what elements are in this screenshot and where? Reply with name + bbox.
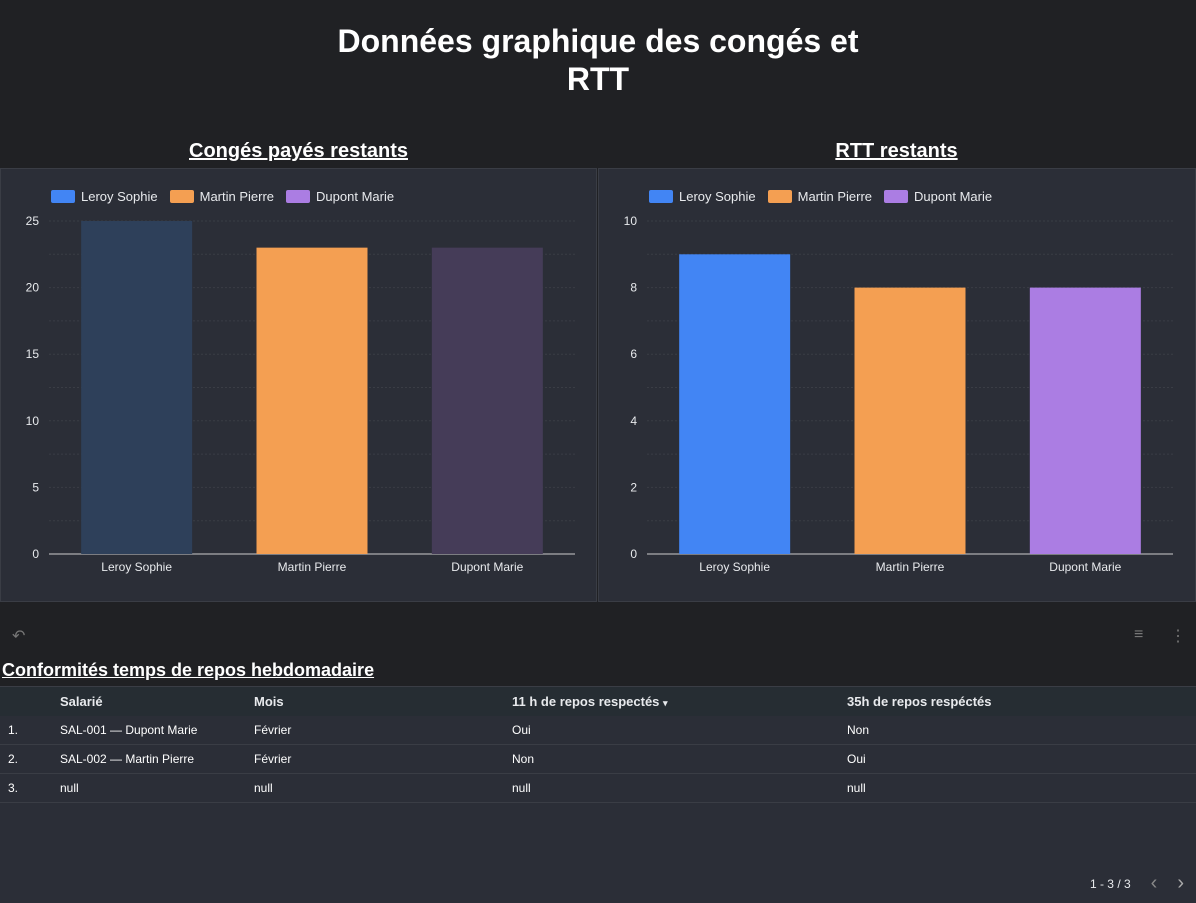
- chart-title-rtt: RTT restants: [835, 140, 958, 162]
- x-tick-label: Leroy Sophie: [101, 560, 172, 574]
- table-cell: null: [254, 773, 512, 803]
- table-title: Conformités temps de repos hebdomadaire: [2, 660, 375, 680]
- legend-item[interactable]: Leroy Sophie: [51, 189, 158, 204]
- y-tick-label: 10: [26, 414, 40, 428]
- bar[interactable]: [679, 254, 791, 555]
- bar[interactable]: [1029, 287, 1141, 554]
- y-tick-label: 25: [26, 214, 40, 228]
- x-tick-label: Dupont Marie: [1049, 560, 1121, 574]
- table-cell: Non: [512, 744, 847, 774]
- y-tick-label: 10: [624, 214, 638, 228]
- legend-swatch: [169, 190, 194, 203]
- table-row[interactable]: 3. null null null null: [0, 773, 1196, 803]
- legend-label: Leroy Sophie: [81, 189, 158, 204]
- legend-item[interactable]: Martin Pierre: [169, 189, 275, 204]
- chevron-left-icon[interactable]: ‹: [1150, 872, 1158, 894]
- table-cell: null: [512, 773, 847, 803]
- chart-panel-conges: Leroy Sophie Martin Pierre Dupont Marie 0 5…: [0, 168, 597, 602]
- bar[interactable]: [854, 287, 966, 554]
- table-cell: null: [847, 773, 1196, 803]
- header-index: [0, 686, 60, 716]
- bar[interactable]: [431, 247, 543, 554]
- pagination-label: 1 - 3 / 3: [1089, 876, 1131, 891]
- more-vert-icon[interactable]: ⋮: [1170, 628, 1186, 645]
- page-title: Données graphique des congés et RTT: [0, 22, 1196, 98]
- table-cell: Février: [254, 744, 512, 774]
- chevron-right-icon[interactable]: ›: [1177, 872, 1184, 894]
- table-cell: null: [60, 773, 254, 803]
- bar-chart-rtt: 0 2 4 6 8 10 Leroy Sophie Martin Pierre Dupont M…: [624, 214, 1173, 574]
- sort-desc-icon[interactable]: ▾: [663, 697, 668, 708]
- chart-title-conges: Congés payés restants: [189, 140, 408, 162]
- header-11h-label: 11 h de repos respectés: [512, 693, 660, 709]
- x-tick-label: Martin Pierre: [876, 560, 945, 574]
- table-cell: 3.: [0, 773, 60, 803]
- table-cell: Oui: [512, 715, 847, 745]
- legend-label: Martin Pierre: [199, 189, 275, 204]
- y-tick-label: 6: [630, 347, 637, 361]
- y-tick-label: 0: [630, 547, 637, 561]
- bar-chart-conges: 0 5 10 15 20 25 Leroy Sophie Martin Pierre Dupon…: [26, 214, 575, 574]
- y-tick-label: 2: [630, 480, 637, 494]
- table-cell: Non: [847, 715, 1196, 745]
- bar[interactable]: [81, 221, 193, 554]
- y-tick-label: 4: [630, 414, 637, 428]
- legend: Leroy Sophie Martin Pierre Dupont Marie: [51, 189, 394, 204]
- table-header-row: Salarié Mois 11 h de repos respectés ▾ 3…: [0, 686, 1196, 716]
- legend-swatch: [649, 190, 673, 203]
- title-line-1: Données graphique des congés et: [337, 23, 859, 59]
- legend-item[interactable]: Martin Pierre: [767, 189, 873, 204]
- y-tick-label: 20: [26, 281, 40, 295]
- legend: Leroy Sophie Martin Pierre Dupont Marie: [649, 189, 992, 204]
- legend-swatch: [767, 190, 792, 203]
- legend-label: Martin Pierre: [797, 189, 873, 204]
- header-mois[interactable]: Mois: [254, 686, 512, 716]
- table-row[interactable]: 2. SAL-002 — Martin Pierre Février Non Oui: [0, 744, 1196, 774]
- table-cell: Oui: [847, 744, 1196, 774]
- header-salarie[interactable]: Salarié: [60, 686, 254, 716]
- legend-swatch: [884, 190, 909, 203]
- undo-icon[interactable]: ↶: [12, 628, 26, 645]
- table-cell: SAL-002 — Martin Pierre: [60, 744, 254, 774]
- pagination: 1 - 3 / 3 ‹ ›: [1090, 872, 1196, 895]
- y-tick-label: 5: [32, 480, 39, 494]
- chart-panel-rtt: Leroy Sophie Martin Pierre Dupont Marie 0 2…: [598, 168, 1196, 602]
- legend-label: Dupont Marie: [914, 189, 993, 204]
- x-tick-label: Dupont Marie: [451, 560, 523, 574]
- legend-label: Dupont Marie: [316, 189, 395, 204]
- data-table: Salarié Mois 11 h de repos respectés ▾ 3…: [0, 686, 1196, 903]
- legend-swatch: [51, 190, 75, 203]
- filter-icon[interactable]: ≡: [1134, 626, 1144, 643]
- title-line-2: RTT: [566, 61, 630, 97]
- header-11h[interactable]: 11 h de repos respectés ▾: [512, 686, 847, 716]
- legend-label: Leroy Sophie: [679, 189, 756, 204]
- table-cell: 2.: [0, 744, 60, 774]
- y-tick-label: 8: [630, 281, 637, 295]
- x-tick-label: Martin Pierre: [278, 560, 347, 574]
- bar[interactable]: [256, 247, 368, 554]
- table-row[interactable]: 1. SAL-001 — Dupont Marie Février Oui Non: [0, 715, 1196, 745]
- table-cell: Février: [254, 715, 512, 745]
- y-tick-label: 15: [26, 347, 40, 361]
- legend-item[interactable]: Dupont Marie: [884, 189, 992, 204]
- table-cell: SAL-001 — Dupont Marie: [60, 715, 254, 745]
- y-tick-label: 0: [32, 547, 39, 561]
- header-35h[interactable]: 35h de repos respéctés: [847, 686, 1196, 716]
- legend-item[interactable]: Leroy Sophie: [649, 189, 756, 204]
- table-cell: 1.: [0, 715, 60, 745]
- x-tick-label: Leroy Sophie: [699, 560, 770, 574]
- legend-swatch: [286, 190, 311, 203]
- legend-item[interactable]: Dupont Marie: [286, 189, 394, 204]
